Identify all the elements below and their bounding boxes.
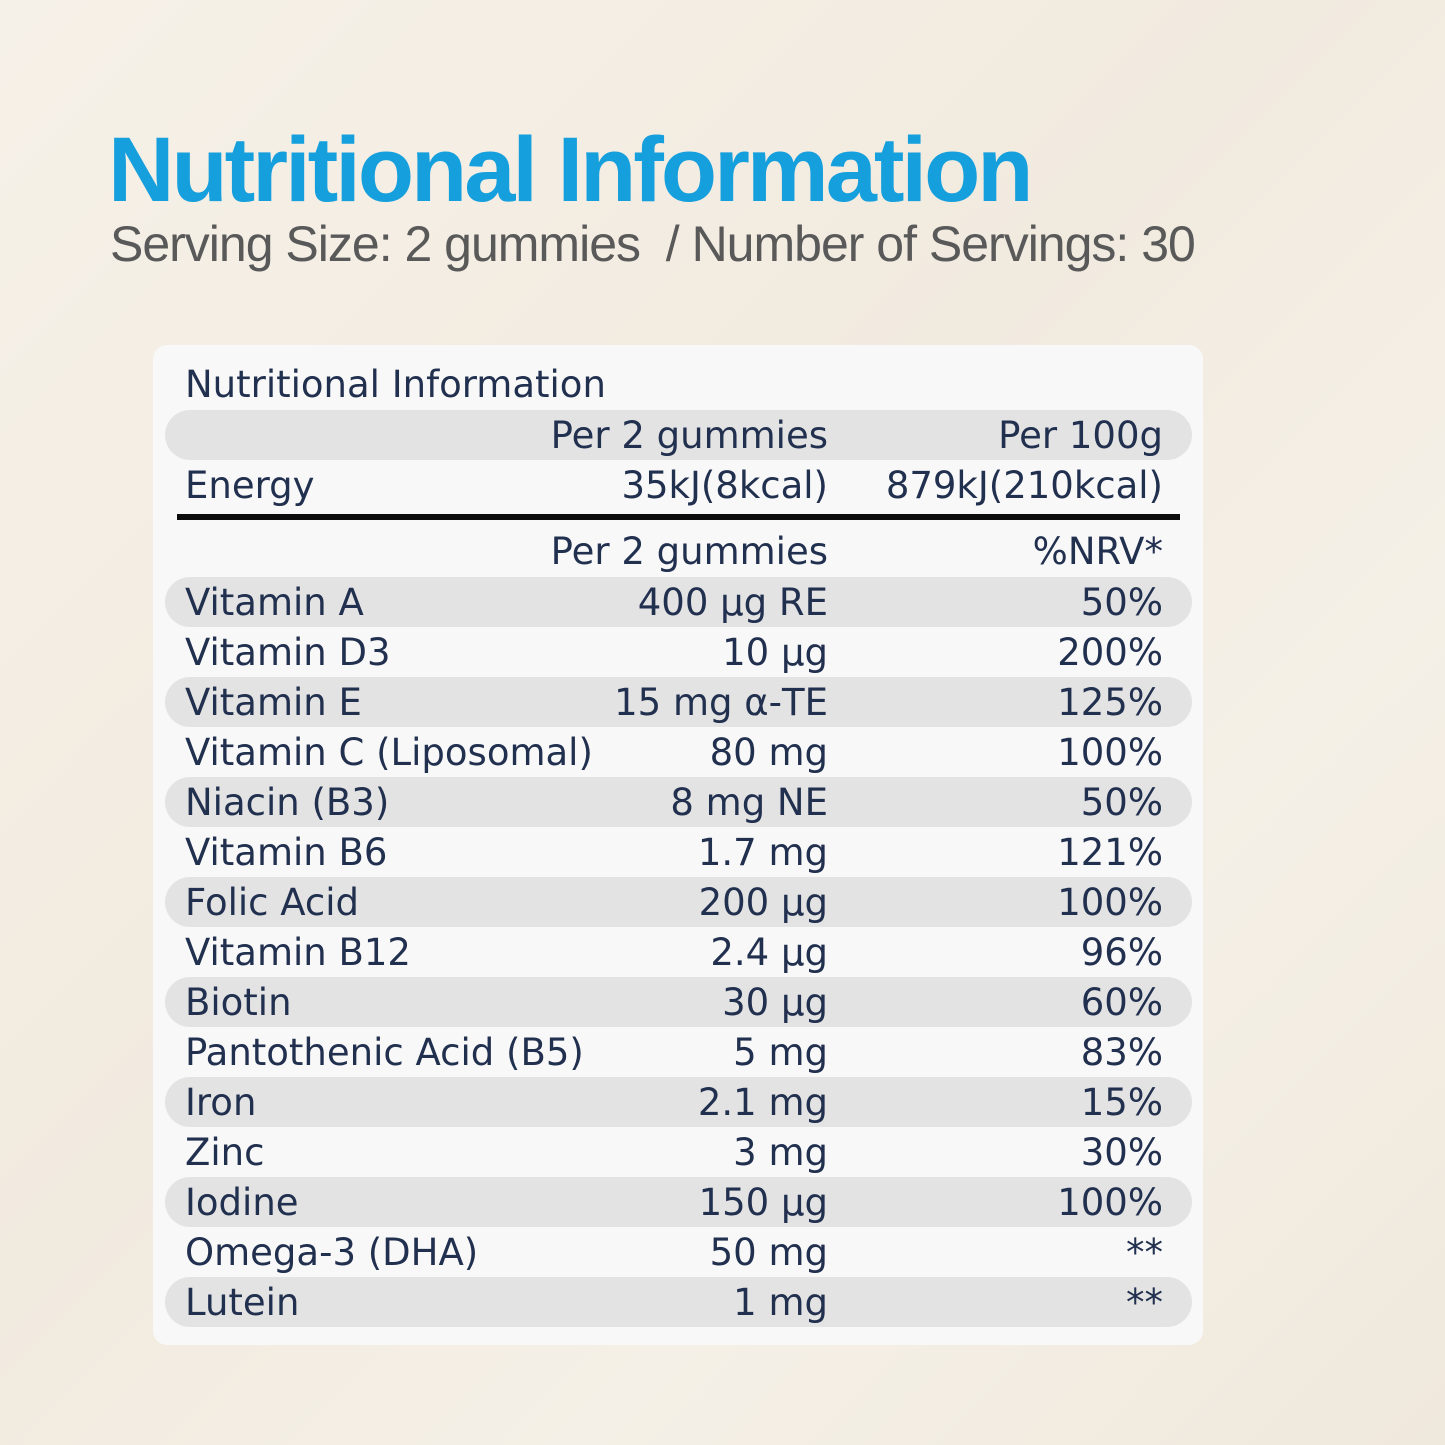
cell: 200 µg xyxy=(698,881,828,924)
nutrient-row: Zinc 3 mg 30% xyxy=(165,1127,1192,1177)
cell: 50% xyxy=(1080,781,1163,824)
nutrient-row: Vitamin D3 10 µg 200% xyxy=(165,627,1192,677)
cell: Iron xyxy=(185,1081,257,1124)
cell: %NRV* xyxy=(1032,530,1163,573)
cell: 10 µg xyxy=(722,631,828,674)
table-title: Nutritional Information xyxy=(185,363,606,406)
cell: 3 mg xyxy=(733,1131,828,1174)
cell: Energy xyxy=(185,464,315,507)
divider xyxy=(177,514,1180,520)
nutrient-row: Omega-3 (DHA) 50 mg ** xyxy=(165,1227,1192,1277)
cell: 15% xyxy=(1080,1081,1163,1124)
cell: 879kJ(210kcal) xyxy=(885,464,1163,507)
cell: ** xyxy=(1126,1231,1163,1274)
nutrient-header: Per 2 gummies %NRV* xyxy=(165,526,1192,576)
cell: Biotin xyxy=(185,981,292,1024)
cell: 83% xyxy=(1080,1031,1163,1074)
energy-header: Per 2 gummies Per 100g xyxy=(165,410,1192,460)
cell: 100% xyxy=(1057,881,1163,924)
cell: Vitamin E xyxy=(185,681,362,724)
cell: 80 mg xyxy=(709,731,828,774)
nutrient-row: Pantothenic Acid (B5) 5 mg 83% xyxy=(165,1027,1192,1077)
title: Nutritional Information xyxy=(108,119,1033,221)
cell: Vitamin D3 xyxy=(185,631,391,674)
cell: 1.7 mg xyxy=(697,831,828,874)
cell: Per 100g xyxy=(998,414,1163,457)
energy-row: Energy 35kJ(8kcal) 879kJ(210kcal) xyxy=(165,460,1192,510)
nutrient-row: Vitamin E 15 mg α-TE 125% xyxy=(165,677,1192,727)
cell: ** xyxy=(1126,1281,1163,1324)
cell: 96% xyxy=(1080,931,1163,974)
nutrient-row: Vitamin B6 1.7 mg 121% xyxy=(165,827,1192,877)
cell: Pantothenic Acid (B5) xyxy=(185,1031,584,1074)
cell: Iodine xyxy=(185,1181,299,1224)
cell: 121% xyxy=(1057,831,1163,874)
cell: 8 mg NE xyxy=(670,781,828,824)
cell: 5 mg xyxy=(733,1031,828,1074)
cell: 2.1 mg xyxy=(697,1081,828,1124)
cell: 2.4 µg xyxy=(710,931,828,974)
cell: 100% xyxy=(1057,731,1163,774)
cell: 50% xyxy=(1080,581,1163,624)
cell: Folic Acid xyxy=(185,881,360,924)
nutrient-row: Vitamin A 400 µg RE 50% xyxy=(165,577,1192,627)
cell: 15 mg α-TE xyxy=(614,681,828,724)
cell: Vitamin C (Liposomal) xyxy=(185,731,593,774)
cell: Vitamin B6 xyxy=(185,831,388,874)
cell: 30% xyxy=(1080,1131,1163,1174)
nutrient-row: Iodine 150 µg 100% xyxy=(165,1177,1192,1227)
nutrition-table: Nutritional Information Per 2 gummies Pe… xyxy=(153,345,1203,1345)
cell: 60% xyxy=(1080,981,1163,1024)
cell: 35kJ(8kcal) xyxy=(621,464,828,507)
cell: 400 µg RE xyxy=(637,581,828,624)
cell: 100% xyxy=(1057,1181,1163,1224)
nutrient-row: Vitamin B12 2.4 µg 96% xyxy=(165,927,1192,977)
cell: Per 2 gummies xyxy=(550,530,828,573)
cell: 30 µg xyxy=(722,981,828,1024)
nutrient-row: Iron 2.1 mg 15% xyxy=(165,1077,1192,1127)
cell: 1 mg xyxy=(733,1281,828,1324)
cell: Per 2 gummies xyxy=(550,414,828,457)
cell: Vitamin A xyxy=(185,581,364,624)
nutrient-row: Biotin 30 µg 60% xyxy=(165,977,1192,1027)
cell: Vitamin B12 xyxy=(185,931,411,974)
nutrient-row: Folic Acid 200 µg 100% xyxy=(165,877,1192,927)
nutrient-row: Lutein 1 mg ** xyxy=(165,1277,1192,1327)
subtitle: Serving Size: 2 gummies / Number of Serv… xyxy=(110,216,1196,272)
nutrient-row: Vitamin C (Liposomal) 80 mg 100% xyxy=(165,727,1192,777)
nutrient-row: Niacin (B3) 8 mg NE 50% xyxy=(165,777,1192,827)
cell: Omega-3 (DHA) xyxy=(185,1231,479,1274)
cell: 150 µg xyxy=(698,1181,828,1224)
cell: 200% xyxy=(1057,631,1163,674)
cell: Lutein xyxy=(185,1281,300,1324)
cell: 50 mg xyxy=(709,1231,828,1274)
cell: Zinc xyxy=(185,1131,265,1174)
cell: Niacin (B3) xyxy=(185,781,390,824)
cell: 125% xyxy=(1057,681,1163,724)
